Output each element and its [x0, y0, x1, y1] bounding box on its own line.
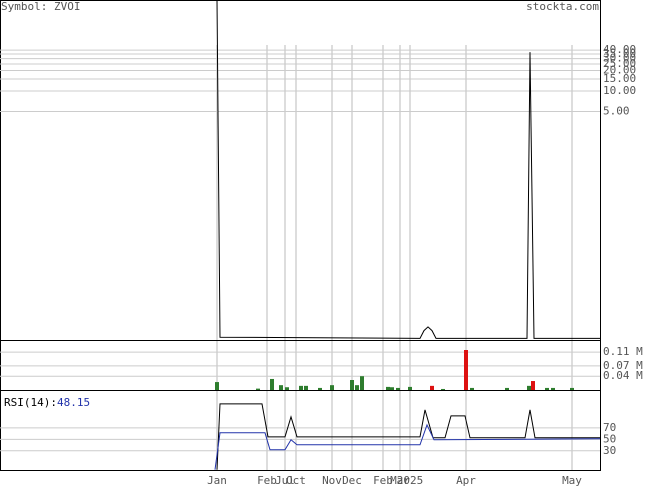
price-tick-label: 10.00 — [603, 84, 636, 97]
volume-tick-label: 0.04 M — [603, 369, 643, 382]
rsi-tick-label: 30 — [603, 444, 616, 457]
price-line — [216, 0, 600, 339]
volume-bar — [551, 387, 555, 390]
volume-bar — [270, 378, 274, 390]
x-tick-label: Feb — [373, 474, 393, 486]
price-tick-label: 25.00 — [603, 57, 636, 70]
price-tick-label: 20.00 — [603, 64, 636, 77]
rsi-line — [214, 423, 600, 470]
volume-bar — [330, 385, 334, 390]
volume-bar — [350, 380, 354, 390]
volume-bar — [285, 387, 289, 390]
volume-bar — [531, 381, 535, 390]
volume-tick-label: 0.07 M — [603, 359, 643, 372]
price-tick-label: 30.00 — [603, 52, 636, 65]
volume-bar — [430, 385, 434, 390]
volume-bar — [299, 385, 303, 390]
x-tick-label: Mar — [390, 474, 410, 486]
volume-bar — [396, 387, 400, 390]
rsi-label: RSI(14): — [4, 396, 57, 409]
x-tick-label: Apr — [456, 474, 476, 486]
volume-bar — [527, 385, 531, 390]
price-tick-label: 40.00 — [603, 43, 636, 56]
volume-bar — [570, 387, 574, 390]
volume-bar — [215, 382, 219, 390]
x-tick-label: Jul — [275, 474, 295, 486]
volume-bar — [464, 350, 468, 390]
volume-bar — [545, 387, 549, 390]
x-tick-label: Oct — [286, 474, 306, 486]
price-tick-label: 15.00 — [603, 72, 636, 85]
x-tick-label: 2025 — [397, 474, 424, 486]
rsi-tick-label: 70 — [603, 421, 616, 434]
rsi-line — [216, 403, 600, 470]
volume-bar — [386, 386, 390, 390]
volume-bar — [318, 387, 322, 390]
rsi-tick-label: 50 — [603, 432, 616, 445]
volume-bar — [390, 387, 394, 390]
volume-bar — [304, 385, 308, 390]
site-label: stockta.com — [526, 0, 599, 13]
x-tick-label: Dec — [342, 474, 362, 486]
volume-bar — [470, 387, 474, 390]
volume-bar — [279, 385, 283, 390]
volume-tick-label: 0.11 M — [603, 345, 643, 358]
symbol-label: Symbol: ZVOI — [1, 0, 80, 13]
volume-bar — [441, 388, 445, 390]
volume-bar — [355, 385, 359, 390]
price-tick-label: 5.00 — [603, 104, 630, 117]
volume-bar — [360, 376, 364, 390]
volume-bar — [505, 387, 509, 390]
x-tick-label: May — [562, 474, 582, 486]
price-tick-label: 35.00 — [603, 47, 636, 60]
x-tick-label: Nov — [322, 474, 342, 486]
x-tick-label: Jan — [207, 474, 227, 486]
x-tick-label: Feb — [257, 474, 277, 486]
volume-bar — [256, 388, 260, 390]
rsi-value: 48.15 — [57, 396, 90, 409]
volume-bar — [408, 386, 412, 390]
